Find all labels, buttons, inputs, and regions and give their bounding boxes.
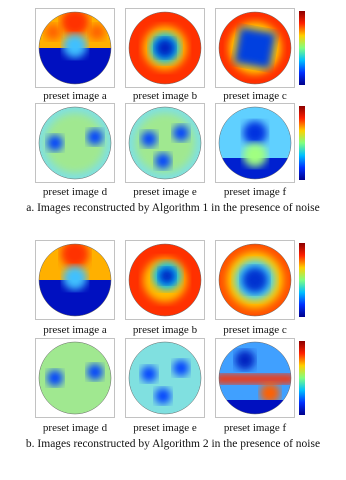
- image-plot: [35, 8, 115, 88]
- reconstructed-image: [215, 338, 295, 418]
- reconstructed-image: [125, 8, 205, 88]
- reconstructed-image: [125, 103, 205, 183]
- caption: b. Images reconstructed by Algorithm 2 i…: [25, 438, 321, 450]
- reconstructed-image: [35, 8, 115, 88]
- image-label: preset image d: [42, 186, 108, 198]
- reconstructed-image: [215, 103, 295, 183]
- image-label: preset image e: [133, 422, 197, 434]
- colorbar: [299, 11, 305, 85]
- image-label: preset image c: [223, 324, 287, 336]
- image-label: preset image e: [133, 186, 197, 198]
- image-plot: [125, 103, 205, 183]
- image-plot: [215, 8, 295, 88]
- image-label: preset image d: [42, 422, 108, 434]
- image-plot: [35, 338, 115, 418]
- reconstructed-image: [215, 240, 295, 320]
- reconstructed-image: [215, 8, 295, 88]
- reconstructed-image: [35, 240, 115, 320]
- image-plot: [215, 240, 295, 320]
- image-plot: [125, 8, 205, 88]
- image-plot: [35, 103, 115, 183]
- image-label: preset image b: [132, 324, 198, 336]
- colorbar: [299, 106, 305, 180]
- image-label: preset image f: [223, 186, 287, 198]
- image-label: preset image a: [43, 90, 107, 102]
- colorbar: [299, 243, 305, 317]
- colorbar: [299, 341, 305, 415]
- image-plot: [35, 240, 115, 320]
- image-plot: [215, 103, 295, 183]
- reconstructed-image: [35, 338, 115, 418]
- reconstructed-image: [125, 240, 205, 320]
- image-plot: [125, 240, 205, 320]
- reconstructed-image: [35, 103, 115, 183]
- image-label: preset image b: [132, 90, 198, 102]
- image-label: preset image f: [223, 422, 287, 434]
- reconstructed-image: [125, 338, 205, 418]
- image-label: preset image c: [223, 90, 287, 102]
- image-plot: [125, 338, 205, 418]
- image-plot: [215, 338, 295, 418]
- caption: a. Images reconstructed by Algorithm 1 i…: [26, 202, 320, 214]
- image-label: preset image a: [43, 324, 107, 336]
